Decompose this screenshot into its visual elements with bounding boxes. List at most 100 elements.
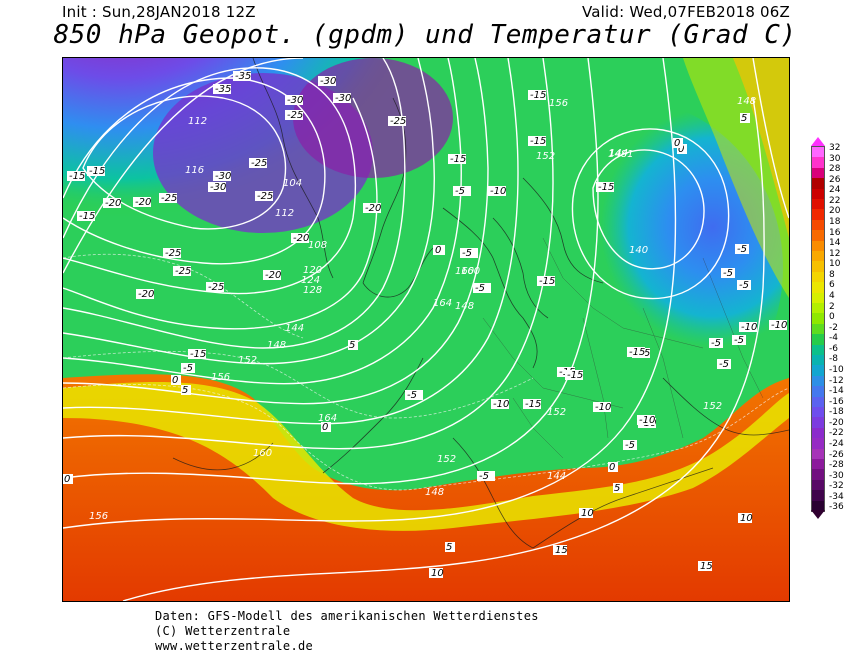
color-scale-segment	[812, 303, 824, 314]
color-scale-label: -4	[829, 333, 838, 344]
contour-label: 160	[455, 266, 474, 277]
contour-label: 156	[211, 372, 230, 383]
color-scale-segment	[812, 407, 824, 418]
svg-text:-35: -35	[215, 84, 231, 95]
temp-label: -5	[717, 359, 731, 370]
svg-text:-30: -30	[335, 93, 351, 104]
svg-text:-15: -15	[79, 211, 95, 222]
svg-text:-10: -10	[595, 402, 611, 413]
isotherms	[63, 253, 789, 491]
svg-text:-10: -10	[741, 322, 757, 333]
temp-label: -15	[528, 136, 546, 147]
color-scale-segment	[812, 282, 824, 294]
contour-label: 108	[308, 240, 327, 251]
svg-text:-15: -15	[598, 182, 614, 193]
temp-label: -5	[473, 283, 491, 294]
color-scale-label: 4	[829, 291, 835, 301]
map-title: 850 hPa Geopot. (gpdm) und Temperatur (G…	[53, 20, 797, 50]
temp-label: -5	[735, 244, 749, 255]
svg-text:5: 5	[614, 483, 620, 494]
contour-label: 140	[629, 245, 648, 256]
svg-text:-20: -20	[105, 198, 121, 209]
contour-label: 124	[301, 275, 320, 286]
svg-text:-25: -25	[165, 248, 181, 259]
temp-label: 0	[673, 138, 683, 149]
svg-text:-15: -15	[190, 349, 206, 360]
temp-label: 5	[348, 340, 358, 351]
contour-label: 148	[425, 487, 444, 498]
contour-label: 160	[253, 448, 272, 459]
weather-map: 112 116 104 108 112 120 124 128 144 148 …	[62, 57, 790, 602]
svg-text:-25: -25	[287, 110, 303, 121]
temp-label: 5	[181, 385, 191, 396]
temp-label: -25	[285, 110, 303, 121]
svg-text:0: 0	[172, 375, 178, 386]
contour-label: 144	[547, 471, 566, 482]
color-scale-label: 0	[829, 312, 835, 323]
svg-text:-30: -30	[215, 171, 231, 182]
temp-label: -25	[163, 248, 181, 259]
color-scale-label: 26	[829, 174, 841, 185]
svg-text:-10: -10	[639, 415, 655, 426]
temp-label: -30	[208, 182, 226, 193]
contour-label: 144	[609, 148, 628, 159]
temp-label: 0	[321, 422, 331, 433]
temp-label: 10	[738, 513, 753, 524]
svg-text:-5: -5	[462, 248, 472, 259]
color-scale-segment	[812, 365, 824, 377]
color-scale-label: 12	[829, 248, 841, 259]
svg-text:-25: -25	[390, 116, 406, 127]
temperature-labels: -35 -35 -30 -30 -30 -25 -25 -30 -30 -25 …	[63, 71, 787, 579]
color-scale-segment	[812, 199, 824, 210]
color-scale-segment	[812, 167, 824, 179]
svg-text:-20: -20	[265, 270, 281, 281]
svg-text:-15: -15	[629, 347, 645, 358]
temp-label: -10	[739, 322, 757, 333]
color-scale-segment	[812, 479, 824, 491]
contour-label: 148	[455, 301, 474, 312]
contour-label: 116	[185, 165, 204, 176]
svg-text:10: 10	[431, 568, 444, 579]
svg-text:-30: -30	[320, 76, 336, 87]
svg-text:-25: -25	[175, 266, 191, 277]
svg-text:0: 0	[609, 462, 615, 473]
temp-label: -35	[233, 71, 251, 82]
color-scale-label: 6	[829, 280, 835, 291]
svg-text:-25: -25	[257, 191, 273, 202]
svg-text:-5: -5	[479, 471, 489, 482]
svg-text:5: 5	[741, 113, 747, 124]
color-scale-label: 24	[829, 185, 841, 196]
temp-label: -20	[363, 203, 381, 214]
contour-label: 152	[547, 407, 566, 418]
svg-text:-5: -5	[455, 186, 465, 197]
temp-label: -20	[103, 198, 121, 209]
contour-label: 112	[275, 208, 294, 219]
east-yellow	[733, 58, 789, 238]
contour-label: 144	[285, 323, 304, 334]
temp-label: -15	[188, 349, 206, 360]
color-scale-segment	[812, 240, 824, 252]
color-scale-label: -16	[829, 396, 844, 407]
color-scale-segment	[812, 209, 824, 221]
contour-label: 120	[303, 265, 322, 276]
temp-label: 5	[613, 483, 623, 494]
color-scale-label: 18	[829, 217, 841, 227]
contour-label: 156	[549, 98, 568, 109]
svg-text:-5: -5	[475, 283, 485, 294]
color-scale-label: -6	[829, 343, 838, 354]
contour-label: 152	[238, 355, 257, 366]
temp-label: -25	[159, 193, 177, 204]
temp-label: 5	[740, 113, 750, 124]
svg-text:-25: -25	[208, 282, 224, 293]
color-scale-label: -8	[829, 354, 838, 365]
svg-text:-15: -15	[530, 90, 546, 101]
color-scale-segment	[812, 375, 824, 387]
contour-label: 164	[318, 413, 337, 424]
temp-label: -20	[291, 233, 309, 244]
temp-label: -30	[318, 76, 336, 87]
map-canvas: 112 116 104 108 112 120 124 128 144 148 …	[63, 58, 789, 601]
svg-text:-15: -15	[69, 171, 85, 182]
svg-text:-20: -20	[138, 289, 154, 300]
color-scale-label: -22	[829, 428, 844, 439]
svg-text:-30: -30	[210, 182, 226, 193]
